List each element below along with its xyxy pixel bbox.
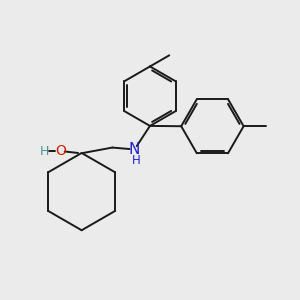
Text: H: H bbox=[132, 154, 141, 167]
Text: N: N bbox=[128, 142, 140, 157]
Text: O: O bbox=[55, 145, 66, 158]
Text: H: H bbox=[40, 145, 50, 158]
